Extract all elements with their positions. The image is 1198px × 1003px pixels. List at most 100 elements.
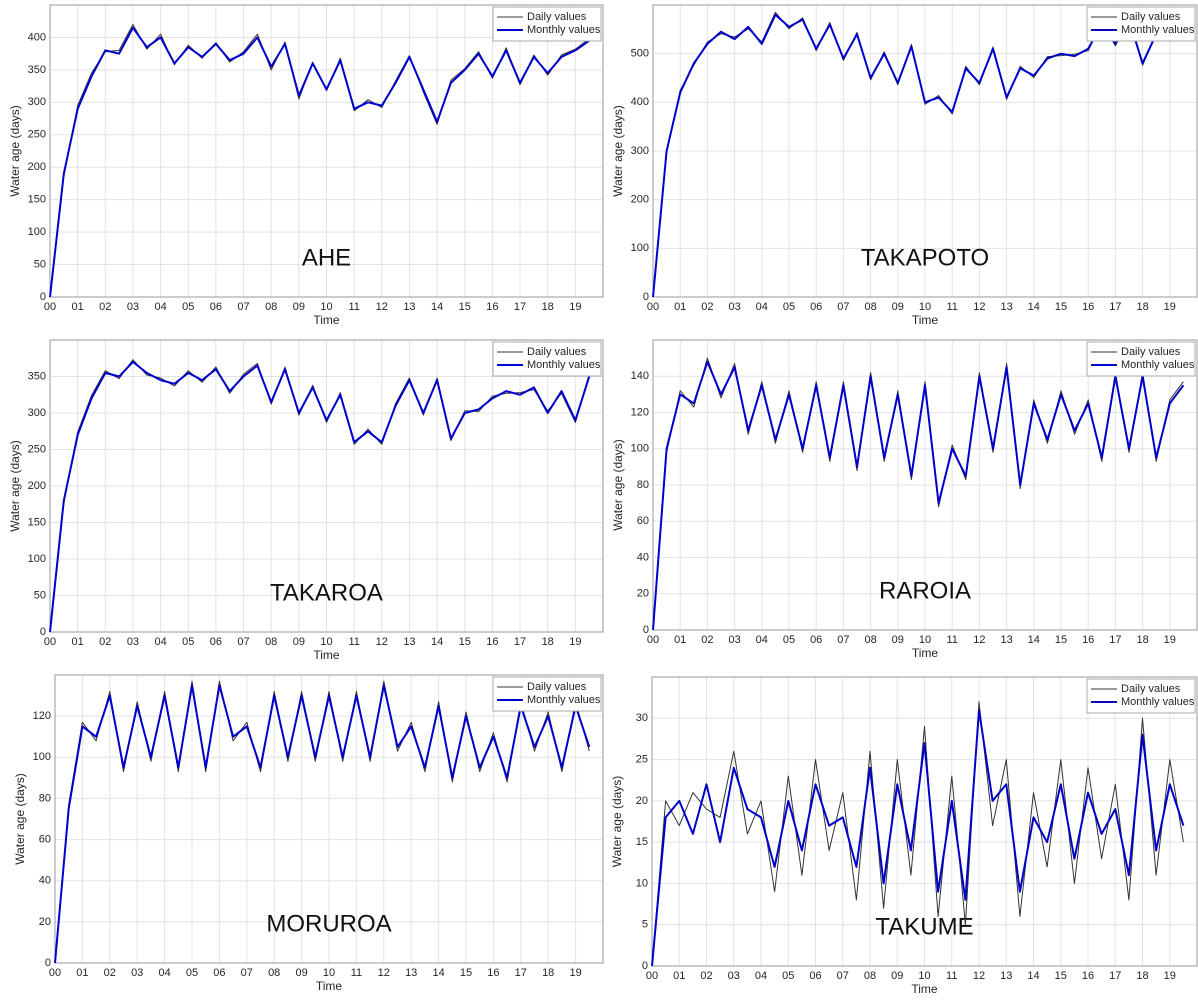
x-tick-label: 04 bbox=[154, 636, 166, 648]
station-label: RAROIA bbox=[879, 577, 971, 604]
x-tick-label: 00 bbox=[647, 634, 659, 646]
x-tick-label: 09 bbox=[295, 967, 307, 979]
y-tick-label: 100 bbox=[28, 553, 46, 565]
x-axis-label: Time bbox=[912, 646, 939, 660]
x-tick-label: 04 bbox=[755, 970, 767, 982]
x-tick-label: 18 bbox=[542, 967, 554, 979]
panel: 00 01 02 03 04 05 06 07 08 09 10 11 12 13 14 15 16 17 18 19… bbox=[610, 676, 1198, 996]
x-tick-label: 13 bbox=[403, 636, 415, 648]
y-tick-label: 30 bbox=[636, 712, 648, 724]
series-line bbox=[651, 709, 1185, 967]
x-tick-label: 17 bbox=[1109, 634, 1121, 646]
y-tick-label: 5 bbox=[642, 919, 648, 931]
x-tick-label: 16 bbox=[1082, 970, 1094, 982]
y-tick-label: 40 bbox=[637, 551, 649, 563]
y-tick-label: 10 bbox=[636, 877, 648, 889]
x-axis-label: Time bbox=[313, 648, 340, 662]
x-tick-label: 00 bbox=[44, 301, 56, 313]
x-tick-label: 13 bbox=[403, 301, 415, 313]
station-label: MORUROA bbox=[266, 910, 391, 937]
x-tick-label: 02 bbox=[701, 634, 713, 646]
x-tick-label: 07 bbox=[237, 301, 249, 313]
x-tick-label: 08 bbox=[265, 301, 277, 313]
station-label: TAKAPOTO bbox=[861, 244, 989, 271]
series-line bbox=[652, 360, 1185, 631]
y-tick-label: 15 bbox=[636, 836, 648, 848]
x-tick-label: 03 bbox=[131, 967, 143, 979]
y-tick-label: 150 bbox=[28, 194, 46, 206]
x-tick-label: 14 bbox=[431, 301, 443, 313]
x-tick-label: 14 bbox=[1027, 970, 1039, 982]
y-tick-label: 0 bbox=[40, 291, 46, 303]
x-tick-label: 10 bbox=[320, 301, 332, 313]
x-tick-label: 14 bbox=[432, 967, 444, 979]
legend-label: Daily values bbox=[1121, 11, 1181, 23]
x-tick-label: 07 bbox=[837, 970, 849, 982]
y-tick-label: 0 bbox=[45, 957, 51, 969]
x-tick-label: 13 bbox=[405, 967, 417, 979]
y-tick-label: 300 bbox=[28, 407, 46, 419]
x-tick-label: 18 bbox=[1136, 970, 1148, 982]
x-tick-label: 16 bbox=[1082, 634, 1094, 646]
axes-frame bbox=[49, 4, 604, 298]
y-tick-label: 120 bbox=[631, 406, 649, 418]
x-tick-label: 01 bbox=[76, 967, 88, 979]
y-axis-label: Water age (days) bbox=[8, 105, 22, 197]
x-tick-label: 14 bbox=[1028, 634, 1040, 646]
y-tick-label: 100 bbox=[631, 242, 649, 254]
y-tick-label: 0 bbox=[643, 624, 649, 636]
x-tick-label: 08 bbox=[864, 970, 876, 982]
x-tick-label: 19 bbox=[1164, 970, 1176, 982]
panel: 00 01 02 03 04 05 06 07 08 09 10 11 12 13 14 15 16 17 18 19… bbox=[8, 4, 604, 327]
axes-frame bbox=[651, 676, 1198, 967]
x-tick-label: 01 bbox=[72, 636, 84, 648]
series-line bbox=[49, 360, 591, 633]
x-tick-label: 10 bbox=[919, 301, 931, 313]
y-axis-label: Water age (days) bbox=[611, 105, 625, 197]
x-tick-label: 19 bbox=[569, 636, 581, 648]
x-tick-label: 12 bbox=[378, 967, 390, 979]
x-tick-label: 12 bbox=[973, 970, 985, 982]
x-tick-label: 08 bbox=[864, 301, 876, 313]
y-tick-label: 200 bbox=[631, 194, 649, 206]
x-tick-label: 05 bbox=[782, 970, 794, 982]
y-tick-label: 150 bbox=[28, 516, 46, 528]
y-tick-label: 0 bbox=[642, 960, 648, 972]
x-axis-label: Time bbox=[911, 982, 938, 996]
x-tick-label: 03 bbox=[127, 636, 139, 648]
legend-label: Monthly values bbox=[527, 359, 601, 371]
legend-box bbox=[1086, 6, 1196, 42]
x-tick-label: 09 bbox=[892, 301, 904, 313]
x-tick-label: 12 bbox=[376, 301, 388, 313]
y-tick-label: 80 bbox=[637, 479, 649, 491]
x-tick-label: 06 bbox=[810, 301, 822, 313]
x-tick-label: 19 bbox=[569, 967, 581, 979]
x-tick-label: 12 bbox=[973, 301, 985, 313]
x-tick-label: 02 bbox=[99, 636, 111, 648]
y-tick-label: 500 bbox=[631, 48, 649, 60]
x-axis-label: Time bbox=[316, 979, 343, 993]
y-axis-label: Water age (days) bbox=[13, 773, 27, 865]
x-tick-label: 16 bbox=[486, 301, 498, 313]
x-tick-label: 00 bbox=[646, 970, 658, 982]
y-tick-label: 20 bbox=[39, 916, 51, 928]
x-axis-label: Time bbox=[313, 313, 340, 327]
x-tick-label: 07 bbox=[241, 967, 253, 979]
x-tick-label: 19 bbox=[569, 301, 581, 313]
x-tick-label: 08 bbox=[265, 636, 277, 648]
y-tick-label: 60 bbox=[39, 833, 51, 845]
x-tick-label: 00 bbox=[44, 636, 56, 648]
y-tick-label: 350 bbox=[28, 64, 46, 76]
x-tick-label: 03 bbox=[728, 301, 740, 313]
x-tick-label: 10 bbox=[919, 634, 931, 646]
x-tick-label: 12 bbox=[973, 634, 985, 646]
x-tick-label: 06 bbox=[213, 967, 225, 979]
x-tick-label: 07 bbox=[237, 636, 249, 648]
x-tick-label: 02 bbox=[701, 301, 713, 313]
x-tick-label: 03 bbox=[728, 970, 740, 982]
x-tick-label: 08 bbox=[268, 967, 280, 979]
y-tick-label: 140 bbox=[631, 370, 649, 382]
y-tick-label: 300 bbox=[28, 96, 46, 108]
station-label: TAKAROA bbox=[270, 579, 383, 606]
